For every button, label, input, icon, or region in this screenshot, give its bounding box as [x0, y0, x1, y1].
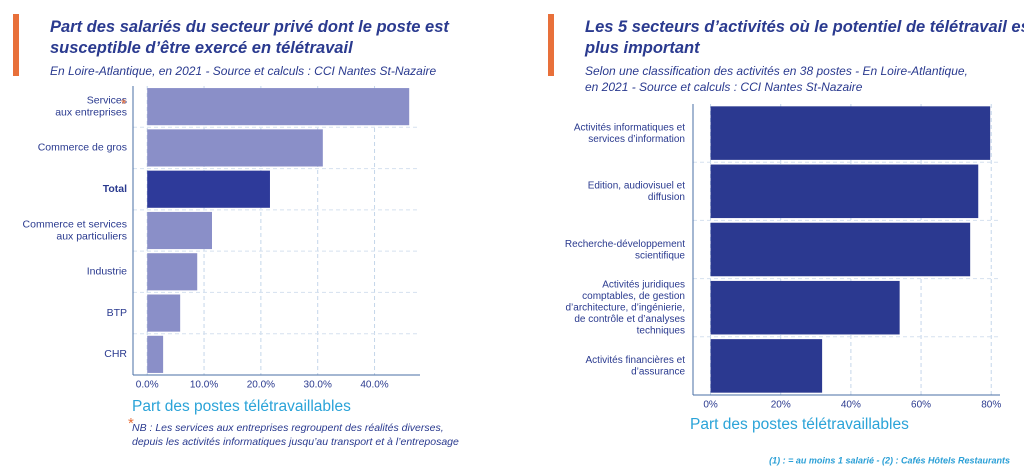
chart-title: Part des salariés du secteur privé dont … — [50, 18, 450, 57]
bar — [710, 339, 823, 393]
bar — [710, 222, 971, 277]
bar — [710, 280, 900, 335]
x-tick-label: 60% — [911, 400, 931, 411]
x-axis-label: Part des postes télétravaillables — [132, 398, 351, 415]
y-tick-label: Activités informatiques et services d’inf… — [574, 122, 685, 145]
annotation: * — [128, 415, 134, 432]
x-tick-label: 80% — [981, 400, 1001, 411]
bar — [147, 129, 323, 167]
x-axis-label: Part des postes télétravaillables — [690, 416, 909, 433]
chart-subtitle: En Loire-Atlantique, en 2021 - Source et… — [50, 64, 437, 78]
annotation: * — [121, 95, 127, 111]
bar — [147, 211, 212, 250]
accent-bar — [548, 14, 554, 76]
chart-title: Les 5 secteurs d’activités où le potenti… — [584, 18, 1024, 57]
x-tick-label: 40% — [841, 400, 861, 411]
x-tick-label: 20.0% — [247, 380, 275, 391]
bar — [147, 253, 198, 291]
y-tick-label: Commerce et services aux particuliers — [23, 218, 127, 242]
bar — [147, 294, 181, 332]
y-tick-label: Services aux entreprises — [55, 94, 127, 118]
accent-bar — [13, 14, 19, 76]
x-tick-label: 0% — [703, 400, 718, 411]
chart-subtitle: Selon une classification des activités e… — [585, 64, 968, 94]
y-tick-label: CHR — [104, 348, 127, 360]
footer: (1) : = au moins 1 salarié - (2) : Cafés… — [769, 455, 1010, 465]
y-tick-label: Industrie — [87, 266, 127, 278]
y-tick-label: Commerce de gros — [38, 142, 127, 154]
y-tick-label: Recherche-développement scientifique — [565, 238, 686, 261]
y-tick-label: Activités juridiques comptables, de gesti… — [565, 279, 685, 336]
y-tick-label: BTP — [107, 307, 127, 319]
x-tick-label: 30.0% — [304, 380, 332, 391]
y-tick-label: Activités financières et d’assurance — [586, 355, 686, 378]
x-tick-label: 40.0% — [360, 380, 388, 391]
y-tick-label: Total — [103, 183, 127, 195]
bar — [147, 88, 410, 126]
x-tick-label: 10.0% — [190, 380, 218, 391]
x-tick-label: 0.0% — [136, 380, 159, 391]
bar — [147, 335, 164, 373]
y-tick-label: Edition, audiovisuel et diffusion — [588, 180, 686, 203]
note: NB : Les services aux entreprises regrou… — [132, 422, 459, 448]
bar — [710, 164, 979, 219]
x-tick-label: 20% — [771, 400, 791, 411]
bar — [710, 106, 991, 160]
bar — [147, 170, 270, 208]
